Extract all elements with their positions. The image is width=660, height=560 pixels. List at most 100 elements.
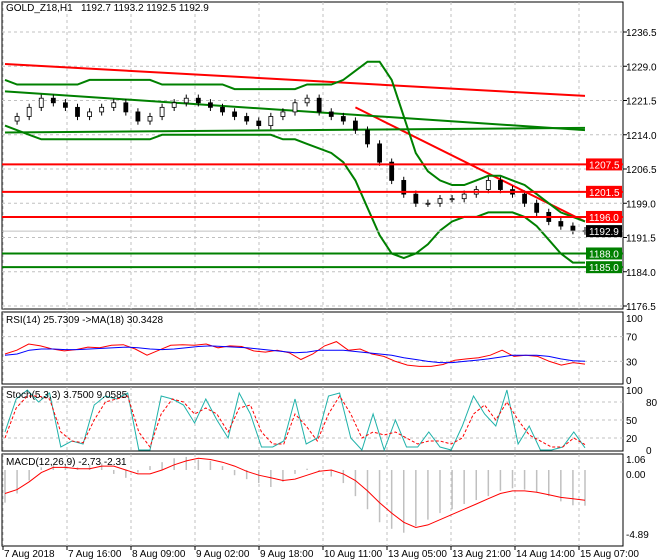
candle-body [63, 102, 68, 108]
candle-body [353, 120, 358, 131]
y-tick-label: 1191.5 [626, 234, 656, 245]
bollinger-upper [4, 60, 586, 223]
candle-body [558, 221, 564, 227]
macd-tick-label: -4.89 [626, 530, 649, 541]
candle-body [50, 97, 56, 104]
candle-body [280, 111, 286, 117]
candle-body [75, 106, 80, 117]
candle-body [244, 116, 250, 122]
candle-body [123, 102, 129, 113]
bollinger-lower [4, 124, 585, 264]
red-trendline [4, 62, 586, 97]
stoch-tick-label: 100 [626, 386, 643, 397]
current-price-tag [586, 225, 622, 238]
candle-body [38, 97, 44, 108]
rsi-title: RSI(14) 25.7309 ->MA(18) 30.3428 [6, 315, 164, 326]
stoch-tick-label: 80 [646, 398, 658, 409]
x-tick-label: 13 Aug 05:00 [388, 549, 447, 560]
x-tick-label: 9 Aug 18:00 [260, 549, 314, 560]
stoch-d-line [4, 395, 586, 449]
candle-body [461, 193, 467, 200]
open-value: 1192.7 [81, 3, 111, 14]
candle-body [437, 198, 443, 204]
x-tick-label: 9 Aug 02:00 [196, 549, 250, 560]
candle-body [498, 180, 503, 190]
candle-body [401, 180, 407, 195]
candle-body [292, 102, 298, 113]
panel-frame-2 [1, 386, 624, 452]
x-tick-label: 8 Aug 09:00 [132, 549, 186, 560]
rsi-tick-label: 30 [626, 357, 638, 368]
x-tick-label: 7 Aug 2018 [4, 549, 55, 560]
level-tag [586, 210, 622, 223]
candle-body [256, 120, 262, 127]
x-tick-label: 7 Aug 16:00 [68, 549, 122, 560]
rsi-tick-label: 70 [626, 333, 638, 344]
level-label: 1196.0 [589, 213, 619, 224]
level-label: 1201.5 [589, 188, 620, 199]
candle-body [87, 111, 92, 117]
level-label: 1188.0 [589, 249, 619, 260]
low-value: 1192.5 [146, 3, 177, 14]
candle-body [268, 116, 274, 127]
candle-body [208, 102, 213, 108]
candle-body [534, 202, 540, 213]
y-tick-label: 1221.5 [626, 97, 657, 108]
candle-body [183, 97, 189, 104]
panel-frame-0 [1, 1, 624, 310]
candle-body [316, 97, 322, 113]
level-tag [586, 247, 622, 260]
x-tick-label: 14 Aug 14:00 [516, 549, 575, 560]
stoch-tick-label: 20 [626, 434, 638, 445]
level-label: 1185.0 [589, 263, 619, 274]
y-tick-label: 1206.5 [626, 165, 657, 176]
rsi-tick-label: 100 [626, 314, 643, 325]
candle-body [485, 180, 491, 190]
x-tick-label: 15 Aug 07:00 [580, 549, 639, 560]
candle-body [449, 198, 455, 201]
candle-body [135, 111, 141, 122]
candle-body [195, 97, 201, 104]
close-value: 1192.9 [178, 3, 209, 14]
candle-body [389, 161, 395, 181]
x-tick-label: 10 Aug 11:00 [324, 549, 383, 560]
candle-body [99, 106, 105, 113]
rsi-tick-label: 0 [626, 376, 632, 387]
y-tick-label: 1214.0 [626, 131, 657, 142]
level-tag [586, 261, 622, 274]
rsi-ma-line [4, 345, 586, 364]
candle-body [570, 225, 576, 232]
y-tick-label: 1184.0 [626, 268, 656, 279]
candle-body [425, 202, 431, 205]
y-tick-label: 1176.5 [626, 302, 656, 313]
candle-body [340, 116, 346, 122]
candle-body [413, 193, 419, 204]
macd-tick-label: 1.06 [626, 455, 646, 466]
symbol-name: GOLD_Z18,H1 [6, 3, 73, 14]
candle-body [171, 102, 177, 108]
stoch-title: Stoch(5,3,3) 3.7500 9.0585 [6, 390, 128, 401]
candle-body [220, 106, 225, 113]
candle-body [365, 129, 370, 145]
level-label: 1207.5 [589, 160, 620, 171]
high-value: 1193.2 [113, 3, 144, 14]
stoch-tick-label: 0 [646, 446, 652, 457]
current-price-label: 1192.9 [589, 227, 619, 238]
panel-frame-1 [1, 311, 624, 385]
candle-body [232, 111, 237, 117]
panel-frame-3 [1, 453, 624, 547]
level-tag [586, 185, 622, 198]
macd-title: MACD(12,26,9) -2.73 -2.31 [6, 457, 127, 468]
rsi-line [4, 341, 586, 367]
y-tick-label: 1199.0 [626, 199, 656, 210]
level-tag [586, 158, 622, 171]
candle-body [328, 111, 334, 117]
candle-body [111, 102, 117, 108]
macd-tick-label: 0.00 [626, 470, 646, 481]
symbol-header: GOLD_Z18,H1 1192.7 1193.2 1192.5 1192.9 [6, 3, 209, 14]
x-tick-label: 13 Aug 21:00 [452, 549, 511, 560]
candle-body [522, 193, 527, 204]
candle-body [26, 106, 32, 117]
